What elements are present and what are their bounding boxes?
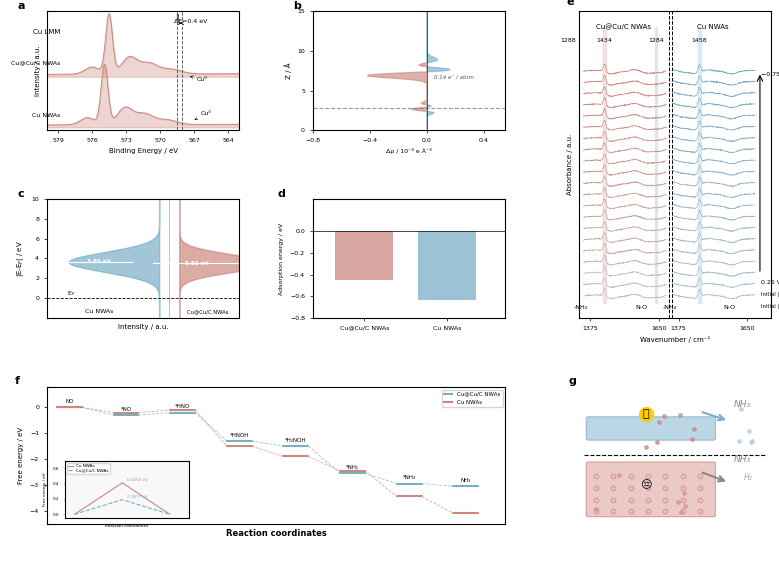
- FancyBboxPatch shape: [587, 417, 715, 440]
- X-axis label: Intensity / a.u.: Intensity / a.u.: [118, 324, 168, 329]
- Text: Cu@Cu/C NWAs: Cu@Cu/C NWAs: [596, 23, 651, 29]
- Text: N-O: N-O: [724, 305, 736, 310]
- Text: c: c: [18, 189, 24, 199]
- X-axis label: Wavenumber / cm⁻¹: Wavenumber / cm⁻¹: [640, 336, 710, 343]
- Bar: [654, 26, 657, 303]
- Text: Initial (Ar): Initial (Ar): [761, 303, 779, 309]
- Text: *NH₂: *NH₂: [346, 465, 359, 470]
- Text: *HNOH: *HNOH: [230, 433, 249, 438]
- Text: Cu NWAs: Cu NWAs: [32, 113, 60, 118]
- Text: Cu⁰: Cu⁰: [195, 111, 212, 120]
- Bar: [336, 231, 393, 280]
- Text: 3.65 eV: 3.65 eV: [87, 260, 111, 265]
- Text: ||: ||: [174, 15, 179, 21]
- Text: 1284: 1284: [648, 38, 664, 42]
- Text: Cu NWAs: Cu NWAs: [85, 309, 113, 314]
- FancyBboxPatch shape: [587, 462, 715, 517]
- Text: E$_F$: E$_F$: [67, 289, 76, 298]
- Text: ΔE=0.4 eV: ΔE=0.4 eV: [174, 20, 208, 24]
- Bar: [698, 26, 700, 303]
- Text: Cu@Cu/C NWAs: Cu@Cu/C NWAs: [11, 60, 60, 65]
- Text: -NH₂: -NH₂: [574, 305, 588, 310]
- Text: d: d: [278, 189, 286, 199]
- Text: NH₃: NH₃: [734, 455, 751, 464]
- Text: a: a: [18, 1, 26, 11]
- X-axis label: Binding Energy / eV: Binding Energy / eV: [108, 149, 178, 154]
- Text: Cu@Cu/C NWAs: Cu@Cu/C NWAs: [186, 309, 228, 314]
- Y-axis label: Intensity / a.u.: Intensity / a.u.: [35, 46, 41, 96]
- Legend: Cu@Cu/C NWAs, Cu NWAs: Cu@Cu/C NWAs, Cu NWAs: [442, 390, 502, 406]
- Text: N-O: N-O: [635, 305, 647, 310]
- Bar: [567, 26, 569, 303]
- Text: H₂: H₂: [744, 473, 753, 482]
- Text: 1288: 1288: [560, 38, 576, 42]
- Text: 🙂: 🙂: [643, 409, 649, 419]
- Text: Cu NWAs: Cu NWAs: [696, 24, 728, 29]
- Text: Cu LMM: Cu LMM: [33, 29, 60, 35]
- Text: 1458: 1458: [692, 38, 707, 42]
- Text: 😔: 😔: [640, 480, 652, 490]
- Bar: [603, 26, 606, 303]
- Text: g: g: [569, 376, 576, 386]
- Y-axis label: Free energy / eV: Free energy / eV: [18, 427, 24, 484]
- Text: −0.75 V: −0.75 V: [761, 72, 779, 77]
- Text: NH₃: NH₃: [734, 400, 751, 409]
- Text: -NH₂: -NH₂: [663, 305, 677, 310]
- Text: NO: NO: [65, 399, 73, 404]
- Y-axis label: |E-E$_F$| / eV: |E-E$_F$| / eV: [15, 240, 26, 277]
- Text: *HNO: *HNO: [175, 404, 190, 409]
- Text: *NO: *NO: [121, 407, 132, 412]
- Y-axis label: Z / Å: Z / Å: [284, 62, 291, 79]
- Text: NH₃: NH₃: [460, 478, 471, 483]
- Text: 3.53 eV: 3.53 eV: [185, 261, 209, 266]
- Text: *NH₃: *NH₃: [403, 476, 416, 480]
- Text: *H₂NOH: *H₂NOH: [285, 438, 307, 443]
- X-axis label: Reaction coordinates: Reaction coordinates: [226, 529, 326, 538]
- Bar: [418, 231, 476, 300]
- Y-axis label: Adsorption energy / eV: Adsorption energy / eV: [280, 222, 284, 294]
- X-axis label: Δρ / 10⁻³ e Å⁻³: Δρ / 10⁻³ e Å⁻³: [386, 149, 432, 154]
- Text: f: f: [15, 376, 19, 386]
- Text: b: b: [294, 1, 301, 11]
- Y-axis label: Absorbance / a.u.: Absorbance / a.u.: [567, 134, 573, 195]
- Text: e: e: [567, 0, 574, 7]
- Text: 0.25 V: 0.25 V: [761, 280, 779, 285]
- Text: 1434: 1434: [597, 38, 612, 42]
- Text: Cu⁰: Cu⁰: [191, 76, 207, 82]
- Text: 0.14 e⁻ / atom: 0.14 e⁻ / atom: [434, 75, 474, 80]
- Text: Initial (NO): Initial (NO): [761, 292, 779, 297]
